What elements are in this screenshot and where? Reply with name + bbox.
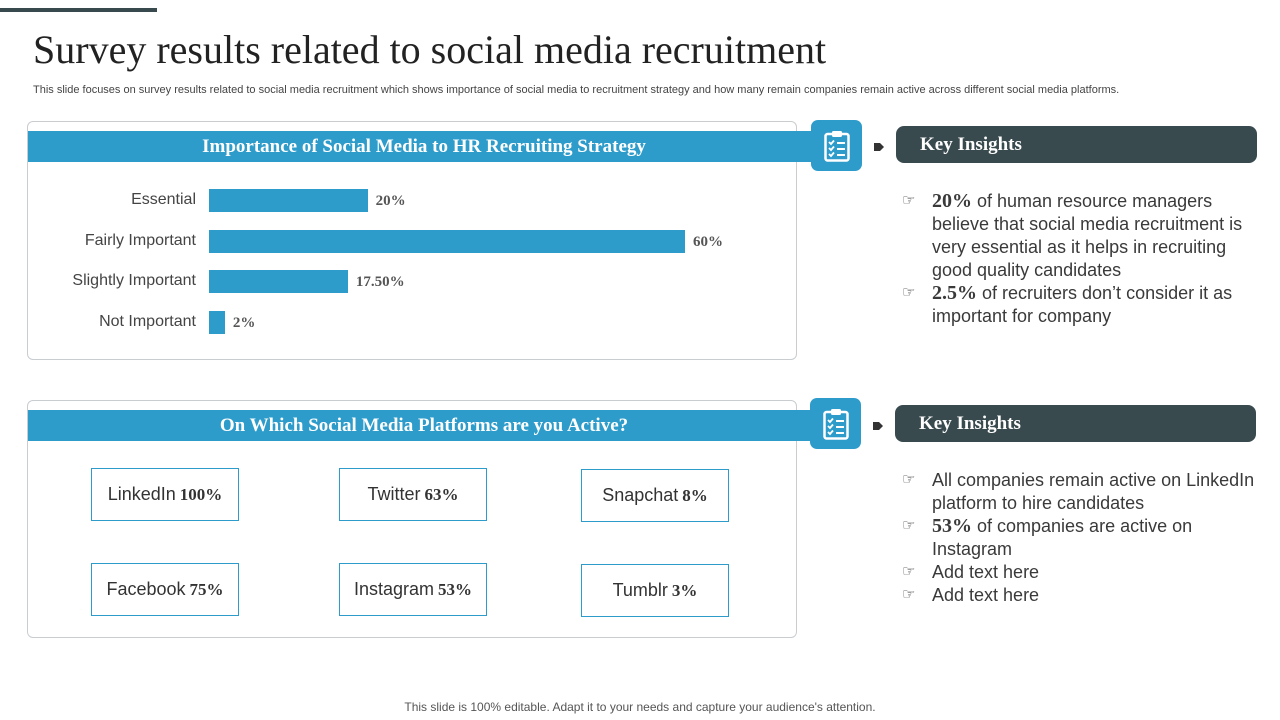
platform-name: Twitter [367, 484, 421, 504]
importance-panel-header: Importance of Social Media to HR Recruit… [28, 131, 840, 162]
key-insights-list-1: ☞ 20% of human resource managers believe … [902, 190, 1262, 328]
platforms-panel: On Which Social Media Platforms are you … [27, 400, 840, 638]
page-title: Survey results related to social media r… [33, 27, 827, 72]
key-insights-heading-1: Key Insights [896, 126, 1257, 163]
bar-row: Not Important 2% [28, 311, 796, 335]
pointing-hand-icon: ☞ [902, 471, 916, 488]
clipboard-checklist-icon [811, 120, 862, 171]
arrow-right-icon [874, 143, 884, 151]
bar-category-label: Not Important [99, 313, 196, 330]
pointing-hand-icon: ☞ [902, 517, 916, 534]
footer-note: This slide is 100% editable. Adapt it to… [404, 700, 876, 714]
bar-category-label: Slightly Important [72, 272, 196, 289]
platform-name: Instagram [353, 579, 435, 599]
insight-text: Add text here [932, 562, 1040, 582]
pointing-hand-icon: ☞ [902, 284, 916, 301]
platform-percent: 63% [424, 484, 459, 504]
platform-percent: 3% [671, 580, 698, 600]
platform-percent: 75% [189, 579, 224, 599]
insight-highlight: 2.5% [932, 282, 977, 304]
bar-category-label: Fairly Important [84, 232, 196, 249]
platform-name: Facebook [106, 579, 186, 599]
insight-text: of recruiters don’t consider it as impor… [932, 283, 1233, 326]
insight-text: of companies are active on Instagram [932, 516, 1193, 559]
pointing-hand-icon: ☞ [902, 192, 916, 209]
bar [209, 270, 348, 293]
key-insights-list-2: ☞ All companies remain active on LinkedIn… [902, 469, 1262, 607]
platform-box-instagram: Instagram 53% [339, 563, 487, 616]
platform-box-tumblr: Tumblr 3% [581, 564, 729, 617]
bar-value-label: 60% [693, 234, 723, 250]
insight-item: ☞ Add text here [902, 561, 1262, 584]
bar-value-label: 20% [375, 193, 406, 209]
insight-item: ☞ 53% of companies are active on Instagra… [902, 515, 1262, 561]
bar [209, 311, 225, 334]
bar [209, 189, 368, 212]
bar-category-label: Essential [131, 191, 196, 208]
platform-box-facebook: Facebook 75% [91, 563, 239, 616]
platform-name: LinkedIn [107, 484, 176, 504]
platform-box-linkedin: LinkedIn 100% [91, 468, 239, 521]
insight-text: All companies remain active on LinkedIn … [932, 470, 1255, 513]
insight-highlight: 53% [932, 515, 972, 537]
insight-item: ☞ 20% of human resource managers believe … [902, 190, 1262, 282]
top-accent-bar [0, 8, 157, 12]
insight-item: ☞ 2.5% of recruiters don’t consider it as… [902, 282, 1262, 328]
insight-item: ☞ All companies remain active on LinkedIn… [902, 469, 1262, 515]
importance-panel-title: Importance of Social Media to HR Recruit… [202, 135, 646, 157]
pointing-hand-icon: ☞ [902, 563, 916, 580]
insight-text: of human resource managers believe that … [932, 191, 1243, 280]
insight-item: ☞ Add text here [902, 584, 1262, 607]
page-subtitle: This slide focuses on survey results rel… [33, 84, 1120, 96]
key-insights-heading-2: Key Insights [895, 405, 1256, 442]
clipboard-checklist-icon [810, 398, 861, 449]
importance-panel: Importance of Social Media to HR Recruit… [27, 121, 840, 360]
pointing-hand-icon: ☞ [902, 586, 916, 603]
arrow-right-icon [873, 422, 883, 430]
platform-percent: 100% [179, 484, 223, 504]
platform-name: Snapchat [602, 485, 679, 505]
platform-percent: 53% [438, 579, 473, 599]
bar-value-label: 17.50% [355, 274, 405, 290]
platform-box-snapchat: Snapchat 8% [581, 469, 729, 522]
platform-percent: 8% [682, 485, 708, 505]
insight-text: Add text here [932, 585, 1040, 605]
bar-row: Slightly Important 17.50% [28, 270, 796, 294]
insight-highlight: 20% [932, 190, 972, 212]
importance-bar-chart: Essential 20% Fairly Important 60% Slightly … [28, 122, 796, 359]
bar [209, 230, 685, 253]
platform-box-twitter: Twitter 63% [339, 468, 487, 521]
platforms-panel-title: On Which Social Media Platforms are you … [219, 414, 629, 436]
bar-row: Fairly Important 60% [28, 230, 796, 254]
platform-name: Tumblr [612, 580, 668, 600]
bar-value-label: 2% [232, 315, 256, 331]
bar-row: Essential 20% [28, 189, 796, 213]
platforms-panel-header: On Which Social Media Platforms are you … [28, 410, 840, 441]
